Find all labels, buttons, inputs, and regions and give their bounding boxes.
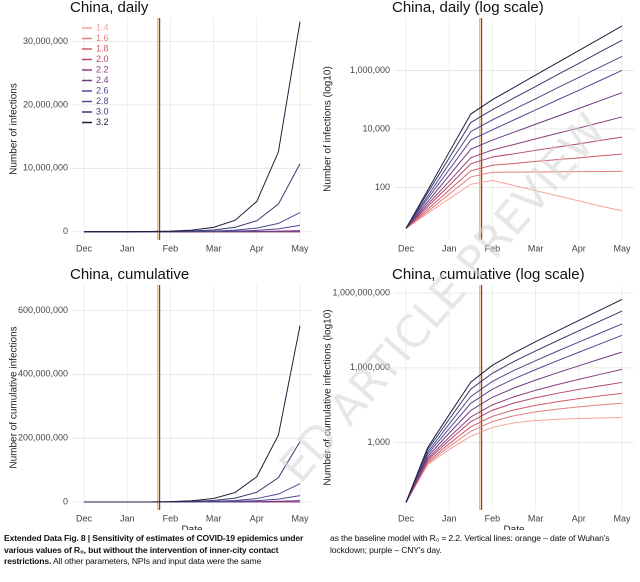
series-line [405, 55, 623, 229]
legend-label: 3.0 [96, 106, 109, 116]
panel: China, cumulative Number of cumulative in… [9, 266, 312, 530]
panel: China, daily (log scale) Number of infect… [323, 0, 634, 253]
series-line [405, 92, 623, 229]
x-tick-label: Feb [485, 513, 501, 523]
y-axis-label: Number of cumulative infections [9, 326, 20, 468]
x-tick-label: Mar [206, 243, 222, 253]
x-tick-label: Apr [572, 513, 586, 523]
x-tick-label: Apr [572, 243, 586, 253]
legend-label: 3.2 [96, 117, 109, 127]
x-tick-label: Jan [120, 243, 135, 253]
x-tick-label: Dec [398, 243, 415, 253]
y-tick-label: 1,000,000 [350, 362, 390, 372]
figure: China, daily Number of infections Dec Jan Fe… [9, 0, 634, 530]
y-tick-label: 20,000,000 [23, 99, 68, 109]
x-tick-label: Dec [76, 513, 93, 523]
y-tick-label: 1,000 [367, 437, 390, 447]
y-tick-label: 10,000,000 [23, 163, 68, 173]
series-line [84, 325, 301, 503]
x-axis-label: Date [181, 525, 203, 530]
series-line [405, 351, 623, 503]
legend-label: 2.4 [96, 75, 109, 85]
series-line [405, 153, 623, 229]
legend-label: 1.6 [96, 33, 109, 43]
caption-right: as the baseline model with R₀ = 2.2. Ver… [330, 533, 636, 556]
series-line [405, 136, 623, 229]
series-line [405, 39, 623, 229]
series-line [405, 417, 623, 503]
x-tick-label: May [613, 243, 631, 253]
y-axis-label: Number of infections [9, 83, 20, 175]
y-tick-label: 200,000,000 [18, 433, 68, 443]
y-tick-label: 1,000,000 [350, 65, 390, 75]
y-tick-label: 600,000,000 [18, 305, 68, 315]
x-tick-label: Apr [250, 513, 264, 523]
x-tick-label: May [613, 513, 631, 523]
x-tick-label: Dec [398, 513, 415, 523]
legend-label: 2.6 [96, 85, 109, 95]
series-line [405, 381, 623, 503]
legend-label: 2.2 [96, 64, 109, 74]
caption-continued: as the baseline model with R₀ = 2.2. Ver… [330, 533, 610, 555]
caption-left: Extended Data Fig. 8 | Sensitivity of es… [4, 533, 322, 568]
x-tick-label: Mar [528, 243, 544, 253]
x-tick-label: Feb [163, 513, 179, 523]
y-axis-label: Number of infections (log10) [323, 66, 334, 192]
series-line [405, 116, 623, 229]
x-tick-label: Jan [120, 513, 135, 523]
plot-area [72, 285, 312, 510]
x-tick-label: Feb [163, 243, 179, 253]
x-tick-label: Feb [485, 243, 501, 253]
legend-label: 1.8 [96, 43, 109, 53]
x-tick-label: Mar [528, 513, 544, 523]
series-line [405, 310, 623, 503]
series-line [405, 170, 623, 229]
x-tick-label: May [291, 243, 309, 253]
plot-area [72, 18, 312, 240]
legend-label: 1.4 [96, 22, 109, 32]
series-line [405, 179, 623, 229]
caption-bold: Extended Data Fig. 8 | Sensitivity of es… [4, 533, 304, 566]
x-axis-label: Date [503, 525, 525, 530]
series-line [405, 402, 623, 503]
x-tick-label: Mar [206, 513, 222, 523]
x-tick-label: Jan [442, 513, 457, 523]
chart-title: China, daily (log scale) [392, 0, 544, 16]
y-tick-label: 10,000 [362, 123, 390, 133]
y-tick-label: 1,000,000,000 [332, 287, 390, 297]
panel: China, daily Number of infections Dec Jan Fe… [9, 0, 312, 253]
chart-title: China, daily [70, 0, 149, 16]
series-line [405, 392, 623, 503]
series-line [405, 25, 623, 229]
x-tick-label: Jan [442, 243, 457, 253]
legend-label: 2.8 [96, 96, 109, 106]
y-axis-label: Number of cumulative infections (log10) [323, 309, 334, 485]
y-tick-label: 400,000,000 [18, 369, 68, 379]
series-line [405, 69, 623, 229]
chart-title: China, cumulative (log scale) [392, 266, 585, 283]
y-tick-label: 0 [63, 226, 68, 236]
y-tick-label: 0 [63, 496, 68, 506]
x-tick-label: Dec [76, 243, 93, 253]
caption-text: All other parameters, NPIs and input dat… [53, 556, 262, 566]
y-tick-label: 30,000,000 [23, 36, 68, 46]
series-line [405, 368, 623, 503]
panel: China, cumulative (log scale) Number of c… [323, 266, 634, 530]
x-tick-label: Apr [250, 243, 264, 253]
plot-area [394, 285, 634, 510]
legend-label: 2.0 [96, 54, 109, 64]
x-tick-label: May [291, 513, 309, 523]
chart-title: China, cumulative [70, 266, 189, 283]
series-line [405, 299, 623, 503]
series-line [84, 21, 301, 233]
y-tick-label: 100 [375, 182, 390, 192]
series-line [405, 323, 623, 503]
series-line [405, 334, 623, 503]
